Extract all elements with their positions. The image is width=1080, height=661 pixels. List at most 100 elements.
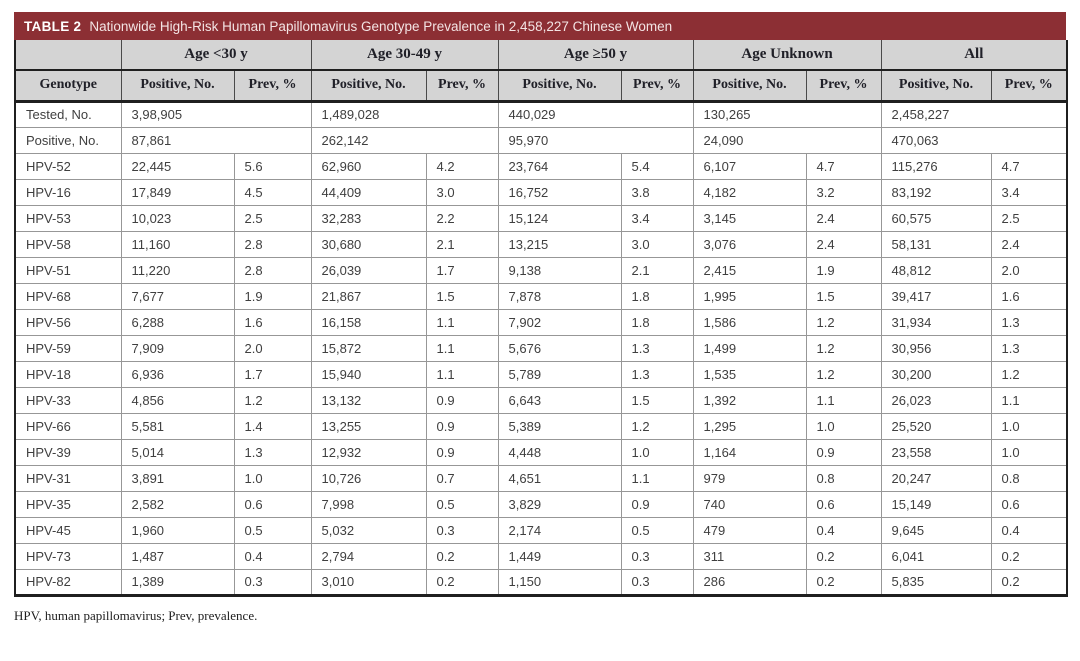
- positive-no-cell: 5,014: [120, 439, 234, 466]
- prev-pct-cell: 3.0: [425, 179, 499, 206]
- positive-no-cell: 39,417: [880, 283, 992, 310]
- group-header-age-unknown: Age Unknown: [692, 40, 882, 70]
- prev-pct-cell: 0.7: [425, 465, 499, 492]
- positive-no-cell: 1,449: [497, 543, 622, 570]
- summary-value-cell: 95,970: [497, 127, 694, 154]
- positive-no-cell: 3,145: [692, 205, 807, 232]
- positive-no-cell: 6,041: [880, 543, 992, 570]
- header-prev-pct: Prev, %: [990, 69, 1068, 103]
- prev-pct-cell: 4.7: [990, 153, 1068, 180]
- positive-no-cell: 979: [692, 465, 807, 492]
- summary-value-cell: 3,98,905: [120, 101, 312, 128]
- positive-no-cell: 6,107: [692, 153, 807, 180]
- positive-no-cell: 6,936: [120, 361, 234, 388]
- prev-pct-cell: 3.2: [805, 179, 882, 206]
- prev-pct-cell: 0.2: [425, 569, 499, 597]
- positive-no-cell: 5,581: [120, 413, 234, 440]
- genotype-row: HPV-56 6,288 1.6 16,158 1.1 7,902 1.8 1,586 1.2 3…: [15, 309, 1068, 336]
- positive-no-cell: 3,010: [310, 569, 427, 597]
- genotype-label: HPV-66: [15, 413, 121, 440]
- genotype-row: HPV-82 1,389 0.3 3,010 0.2 1,150 0.3 286 0.2 5,83…: [15, 569, 1068, 597]
- group-header-age-ge50: Age ≥50 y: [497, 40, 694, 70]
- prev-pct-cell: 0.9: [620, 491, 694, 518]
- genotype-row: HPV-58 11,160 2.8 30,680 2.1 13,215 3.0 3,076 2.…: [15, 231, 1068, 258]
- prev-pct-cell: 1.3: [233, 439, 312, 466]
- genotype-label: HPV-35: [15, 491, 121, 518]
- prev-pct-cell: 1.0: [233, 465, 312, 492]
- prev-pct-cell: 3.0: [620, 231, 694, 258]
- prev-pct-cell: 0.4: [990, 517, 1068, 544]
- positive-no-cell: 5,389: [497, 413, 622, 440]
- positive-no-cell: 5,032: [310, 517, 427, 544]
- prev-pct-cell: 2.5: [233, 205, 312, 232]
- positive-no-cell: 286: [692, 569, 807, 597]
- prev-pct-cell: 1.2: [805, 335, 882, 362]
- positive-no-cell: 2,794: [310, 543, 427, 570]
- header-prev-pct: Prev, %: [425, 69, 499, 103]
- positive-no-cell: 1,499: [692, 335, 807, 362]
- page: TABLE 2 Nationwide High-Risk Human Papil…: [14, 12, 1069, 623]
- genotype-label: HPV-33: [15, 387, 121, 414]
- positive-no-cell: 2,582: [120, 491, 234, 518]
- positive-no-cell: 21,867: [310, 283, 427, 310]
- positive-no-cell: 5,676: [497, 335, 622, 362]
- summary-value-cell: 1,489,028: [310, 101, 499, 128]
- row-label: Tested, No.: [15, 101, 121, 128]
- positive-no-cell: 48,812: [880, 257, 992, 284]
- positive-no-cell: 20,247: [880, 465, 992, 492]
- table-title-bar: TABLE 2 Nationwide High-Risk Human Papil…: [14, 12, 1066, 40]
- positive-no-cell: 4,651: [497, 465, 622, 492]
- positive-no-cell: 9,138: [497, 257, 622, 284]
- positive-no-cell: 3,076: [692, 231, 807, 258]
- genotype-row: HPV-73 1,487 0.4 2,794 0.2 1,449 0.3 311 0.2 6,04…: [15, 543, 1068, 570]
- genotype-row: HPV-33 4,856 1.2 13,132 0.9 6,643 1.5 1,392 1.1 2…: [15, 387, 1068, 414]
- positive-no-cell: 479: [692, 517, 807, 544]
- positive-no-cell: 6,643: [497, 387, 622, 414]
- prev-pct-cell: 1.1: [425, 309, 499, 336]
- positive-no-cell: 15,940: [310, 361, 427, 388]
- positive-no-cell: 3,829: [497, 491, 622, 518]
- prev-pct-cell: 2.0: [990, 257, 1068, 284]
- positive-no-cell: 10,023: [120, 205, 234, 232]
- positive-no-cell: 7,878: [497, 283, 622, 310]
- positive-no-cell: 1,535: [692, 361, 807, 388]
- table-footnote: HPV, human papillomavirus; Prev, prevale…: [14, 607, 258, 623]
- genotype-row: HPV-51 11,220 2.8 26,039 1.7 9,138 2.1 2,415 1.9…: [15, 257, 1068, 284]
- header-positive-no: Positive, No.: [692, 69, 807, 103]
- positive-no-cell: 30,200: [880, 361, 992, 388]
- prev-pct-cell: 2.8: [233, 231, 312, 258]
- positive-no-cell: 9,645: [880, 517, 992, 544]
- genotype-row: HPV-45 1,960 0.5 5,032 0.3 2,174 0.5 479 0.4 9,64…: [15, 517, 1068, 544]
- positive-no-cell: 6,288: [120, 309, 234, 336]
- genotype-row: HPV-16 17,849 4.5 44,409 3.0 16,752 3.8 4,182 3.…: [15, 179, 1068, 206]
- summary-value-cell: 440,029: [497, 101, 694, 128]
- positive-no-cell: 30,680: [310, 231, 427, 258]
- prev-pct-cell: 0.5: [233, 517, 312, 544]
- summary-value-cell: 87,861: [120, 127, 312, 154]
- prev-pct-cell: 1.3: [990, 309, 1068, 336]
- prev-pct-cell: 0.2: [425, 543, 499, 570]
- prev-pct-cell: 1.5: [805, 283, 882, 310]
- positive-no-cell: 22,445: [120, 153, 234, 180]
- genotype-label: HPV-59: [15, 335, 121, 362]
- genotype-row: HPV-35 2,582 0.6 7,998 0.5 3,829 0.9 740 0.6 15,1…: [15, 491, 1068, 518]
- age-group-header-row: Age <30 y Age 30-49 y Age ≥50 y Age Unkn…: [15, 40, 1068, 70]
- table-body: Tested, No. 3,98,905 1,489,028 440,029 130,2…: [15, 101, 1068, 597]
- positive-no-cell: 15,872: [310, 335, 427, 362]
- prev-pct-cell: 0.4: [233, 543, 312, 570]
- prev-pct-cell: 0.6: [805, 491, 882, 518]
- prev-pct-cell: 1.2: [233, 387, 312, 414]
- positive-no-cell: 311: [692, 543, 807, 570]
- prev-pct-cell: 3.4: [990, 179, 1068, 206]
- prev-pct-cell: 1.9: [805, 257, 882, 284]
- genotype-label: HPV-52: [15, 153, 121, 180]
- row-label: Positive, No.: [15, 127, 121, 154]
- prev-pct-cell: 1.2: [805, 361, 882, 388]
- prev-pct-cell: 1.0: [990, 413, 1068, 440]
- group-header-age-lt30: Age <30 y: [120, 40, 312, 70]
- prev-pct-cell: 0.2: [805, 569, 882, 597]
- genotype-label: HPV-53: [15, 205, 121, 232]
- prev-pct-cell: 0.3: [620, 543, 694, 570]
- prev-pct-cell: 0.2: [990, 569, 1068, 597]
- prev-pct-cell: 0.5: [425, 491, 499, 518]
